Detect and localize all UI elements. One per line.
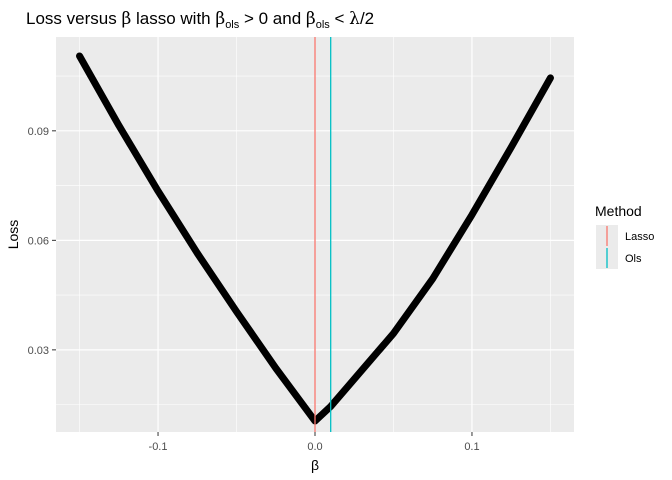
x-tick-label-2: 0.1 — [464, 441, 479, 453]
legend: Method Lasso Ols — [595, 203, 654, 269]
y-tick-label-2: 0.09 — [28, 126, 49, 138]
legend-label-lasso: Lasso — [625, 231, 654, 243]
x-axis-title: β — [311, 457, 319, 473]
y-axis-title: Loss — [5, 220, 21, 250]
chart-title: Loss versus β lasso with βols > 0 and βo… — [26, 9, 374, 31]
legend-entries: Lasso Ols — [596, 225, 654, 269]
loss-curve-0 — [76, 52, 554, 425]
series-layer — [76, 52, 554, 425]
x-tick-label-1: 0.0 — [307, 441, 322, 453]
y-tick-label-1: 0.06 — [28, 235, 49, 247]
legend-label-ols: Ols — [625, 253, 642, 265]
legend-title: Method — [595, 203, 642, 219]
x-axis-ticks: -0.1 0.0 0.1 — [149, 432, 480, 453]
y-tick-label-0: 0.03 — [28, 345, 49, 357]
y-axis-ticks: 0.03 0.06 0.09 — [28, 126, 56, 357]
vline-layer — [314, 37, 332, 432]
x-tick-label-0: -0.1 — [149, 441, 168, 453]
